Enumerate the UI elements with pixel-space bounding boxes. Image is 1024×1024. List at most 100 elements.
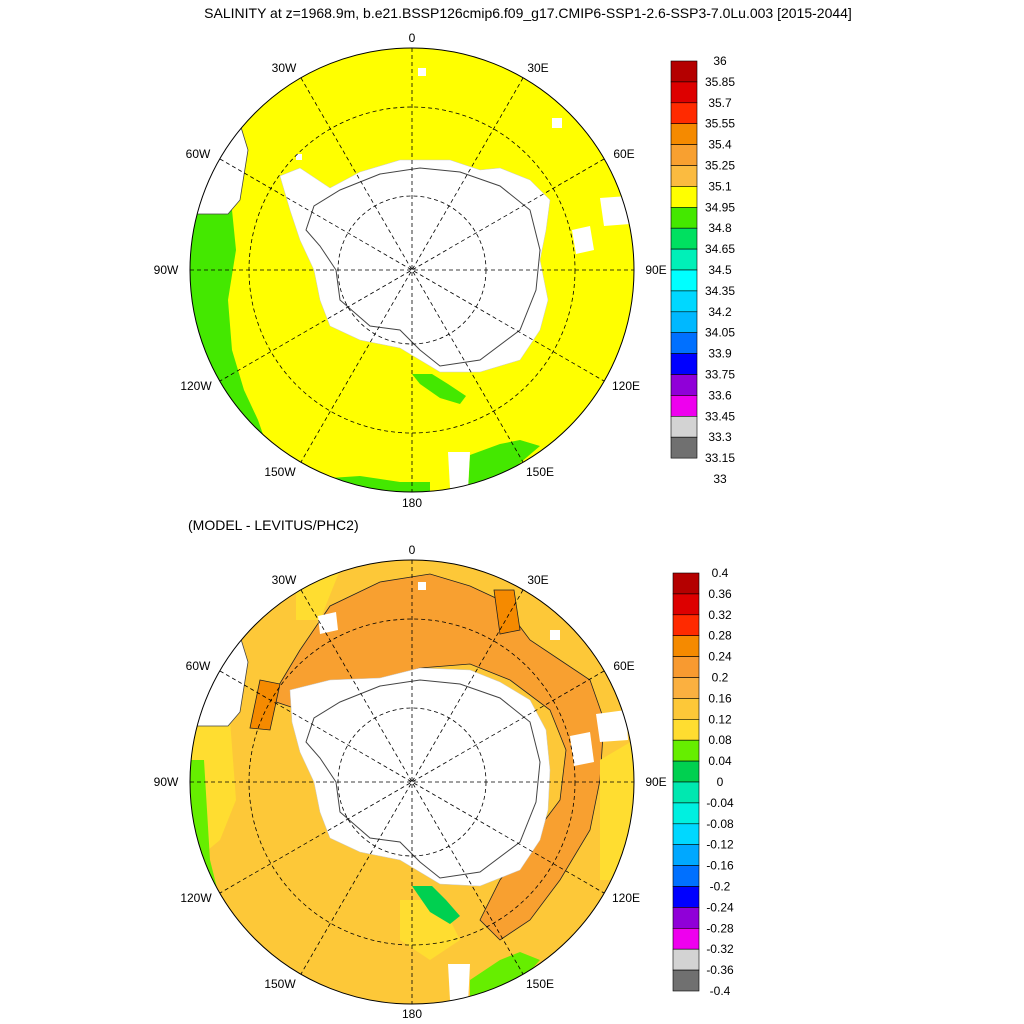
colorbar-label: 0.32 xyxy=(708,608,732,622)
colorbar-swatch xyxy=(672,969,700,992)
longitude-labels: 0 30E 60E 90E 120E 150E 180 150W 120W 90… xyxy=(154,543,667,1021)
lon-label: 30E xyxy=(527,573,548,587)
longitude-labels: 0 30E 60E 90E 120E 150E 180 150W 120W 90… xyxy=(154,31,667,510)
colorbar-swatch xyxy=(672,698,700,720)
lon-label: 60W xyxy=(186,147,211,161)
graticule xyxy=(190,560,634,1004)
salinity-map: 0 30E 60E 90E 120E 150E 180 150W 120W 90… xyxy=(154,31,667,510)
lon-label: 150W xyxy=(264,977,296,991)
lon-label: 120E xyxy=(612,891,640,905)
colorbar-swatch xyxy=(672,614,700,636)
colorbar-swatch xyxy=(672,718,700,741)
colorbar-label: 0.04 xyxy=(708,754,732,768)
strong-anomaly-patch xyxy=(493,589,521,635)
lon-label: 180 xyxy=(402,1007,422,1021)
colorbar-label: 0.24 xyxy=(708,650,732,664)
colorbar-label: 34.35 xyxy=(705,284,735,298)
colorbar-label: 34.65 xyxy=(705,242,735,256)
colorbar-swatch xyxy=(670,227,698,250)
difference-map: 0 30E 60E 90E 120E 150E 180 150W 120W 90… xyxy=(154,543,667,1021)
colorbar-label: 34.5 xyxy=(708,263,732,277)
missing-data-patch xyxy=(418,582,426,590)
low-salinity-region-southeast xyxy=(468,440,540,490)
lon-label: 90E xyxy=(645,263,666,277)
missing-data-patch xyxy=(570,732,594,766)
lon-label: 150E xyxy=(526,977,554,991)
colorbar-swatch xyxy=(670,353,698,375)
colorbar-swatch xyxy=(670,60,698,83)
colorbar-label: -0.36 xyxy=(706,963,734,977)
colorbar-label: 0.16 xyxy=(708,691,732,705)
colorbar-label: -0.08 xyxy=(706,817,734,831)
missing-data-patch xyxy=(550,630,560,640)
colorbar-swatch xyxy=(670,248,698,271)
colorbar-label: -0.16 xyxy=(706,859,734,873)
south-america-land xyxy=(190,119,249,215)
lon-label: 60W xyxy=(186,659,211,673)
map-boundary xyxy=(189,559,635,1005)
colorbar-label: 36 xyxy=(713,54,727,68)
colorbar-label: 35.7 xyxy=(708,96,732,110)
colorbar-label: 0.08 xyxy=(708,733,732,747)
lon-label: 60E xyxy=(613,659,634,673)
colorbar-label: 0.2 xyxy=(712,671,729,685)
colorbar-label: -0.24 xyxy=(706,900,734,914)
missing-data-patch xyxy=(448,452,470,490)
colorbar-swatch xyxy=(670,186,698,208)
missing-data-patch xyxy=(572,226,594,254)
colorbar-label: 34.95 xyxy=(705,200,735,214)
colorbar-label: -0.4 xyxy=(710,984,731,998)
low-salinity-region-rossea xyxy=(412,374,466,404)
colorbar-swatch xyxy=(670,102,698,125)
colorbar-swatch xyxy=(670,269,698,292)
colorbar-swatch xyxy=(672,802,700,825)
lon-label: 0 xyxy=(409,543,416,557)
colorbar-swatch xyxy=(670,165,698,187)
colorbar-label: -0.28 xyxy=(706,921,734,935)
salinity-colorbar: 36 35.85 35.7 35.55 35.4 35.25 35.1 34.95 34.8 34… xyxy=(670,54,735,486)
lon-label: 120W xyxy=(180,379,212,393)
colorbar-label: 33.45 xyxy=(705,409,735,423)
colorbar-label: -0.12 xyxy=(706,838,734,852)
low-anomaly-region-east xyxy=(600,740,634,880)
colorbar-swatch xyxy=(672,844,700,866)
colorbar-label: 0.28 xyxy=(708,629,732,643)
colorbar-swatch xyxy=(672,927,700,950)
difference-colorbar: 0.4 0.36 0.32 0.28 0.24 0.2 0.16 0.12 0.08 0.04 0 -… xyxy=(672,566,734,998)
lon-label: 120E xyxy=(612,379,640,393)
missing-data-patch xyxy=(296,154,302,160)
colorbar-swatch xyxy=(672,760,700,783)
colorbar-swatch xyxy=(672,593,700,616)
colorbar-label: 0 xyxy=(717,775,724,789)
south-america-land xyxy=(190,631,249,727)
lon-label: 180 xyxy=(402,496,422,510)
colorbar-swatch xyxy=(672,739,700,762)
colorbar-label: 33.15 xyxy=(705,451,735,465)
colorbar-swatch xyxy=(672,907,700,929)
missing-data-patch xyxy=(552,118,562,128)
colorbar-label: 33.3 xyxy=(708,430,732,444)
missing-data-patch xyxy=(448,964,470,1004)
colorbar-label: 0.12 xyxy=(708,712,732,726)
colorbar-swatch xyxy=(672,781,700,804)
lon-label: 0 xyxy=(409,31,416,45)
colorbar-swatch xyxy=(670,415,698,438)
lon-label: 90E xyxy=(645,775,666,789)
colorbar-label: 35.1 xyxy=(708,179,732,193)
colorbar-swatch xyxy=(670,81,698,104)
colorbar-swatch xyxy=(670,123,698,145)
graticule xyxy=(190,48,634,492)
colorbar-label: 33.75 xyxy=(705,368,735,382)
lon-label: 120W xyxy=(180,891,212,905)
colorbar-label: 0.4 xyxy=(712,566,729,580)
missing-data-patch xyxy=(596,710,628,742)
colorbar-swatch xyxy=(672,677,700,699)
colorbar-swatch xyxy=(670,436,698,459)
colorbar-swatch xyxy=(670,207,698,229)
colorbar-swatch xyxy=(670,395,698,417)
colorbar-label: -0.04 xyxy=(706,796,734,810)
lon-label: 150W xyxy=(264,465,296,479)
colorbar-label: -0.2 xyxy=(710,880,731,894)
colorbar-swatch xyxy=(670,374,698,396)
